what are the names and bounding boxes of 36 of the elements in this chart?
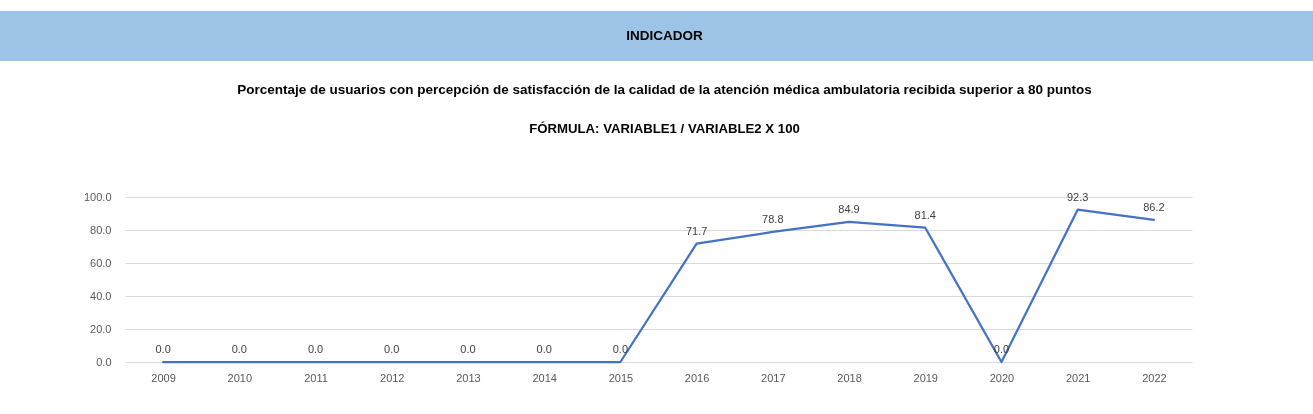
text: FÓRMULA: VARIABLE1 / VARIABLE2 X 100 — [529, 120, 800, 136]
x-tick-label: 2021 — [1065, 371, 1091, 384]
y-tick-label: 40.0 — [90, 289, 112, 302]
x-tick-label: 2014 — [532, 371, 557, 384]
data-label: 86.2 — [1143, 200, 1165, 213]
data-label: 81.4 — [914, 208, 936, 221]
data-label: 84.9 — [838, 202, 860, 215]
x-tick-label: 2015 — [608, 371, 634, 384]
data-label: 92.3 — [1066, 190, 1089, 203]
x-tick-label: 2017 — [761, 371, 786, 384]
data-label: 0.0 — [307, 343, 324, 355]
x-tick-label: 2010 — [227, 371, 253, 384]
y-tick-label: 100.0 — [83, 190, 112, 203]
x-tick-label: 2019 — [913, 371, 938, 384]
y-tick-label: 20.0 — [90, 322, 112, 335]
y-tick-label: 60.0 — [90, 256, 112, 269]
x-tick-label: 2013 — [456, 371, 481, 384]
y-tick-label: 80.0 — [90, 223, 112, 236]
x-tick-label: 2018 — [837, 371, 862, 384]
x-tick-label: 2022 — [1142, 371, 1167, 384]
chart-title: INDICADOR — [626, 28, 703, 43]
data-label: 0.0 — [536, 343, 552, 355]
x-tick-label: 2012 — [380, 371, 405, 384]
x-tick-label: 2009 — [151, 371, 176, 384]
data-label: 0.0 — [155, 343, 171, 355]
data-label: 71.7 — [685, 224, 708, 237]
x-tick-label: 2016 — [684, 371, 710, 384]
x-tick-label: 2011 — [304, 371, 328, 384]
data-label: 0.0 — [384, 343, 400, 355]
data-label: 0.0 — [460, 343, 476, 355]
chart-subtitle: Porcentaje de usuarios con percepción de satisfacción de la calidad de la atención médica ambulatoria recibida superior a 80 puntos — [237, 82, 1092, 98]
x-tick-label: 2020 — [989, 371, 1015, 384]
data-label: 0.0 — [231, 343, 247, 355]
data-label: 78.8 — [762, 212, 784, 225]
data-label: 0.0 — [612, 343, 629, 355]
y-tick-label: 0.0 — [96, 355, 112, 368]
